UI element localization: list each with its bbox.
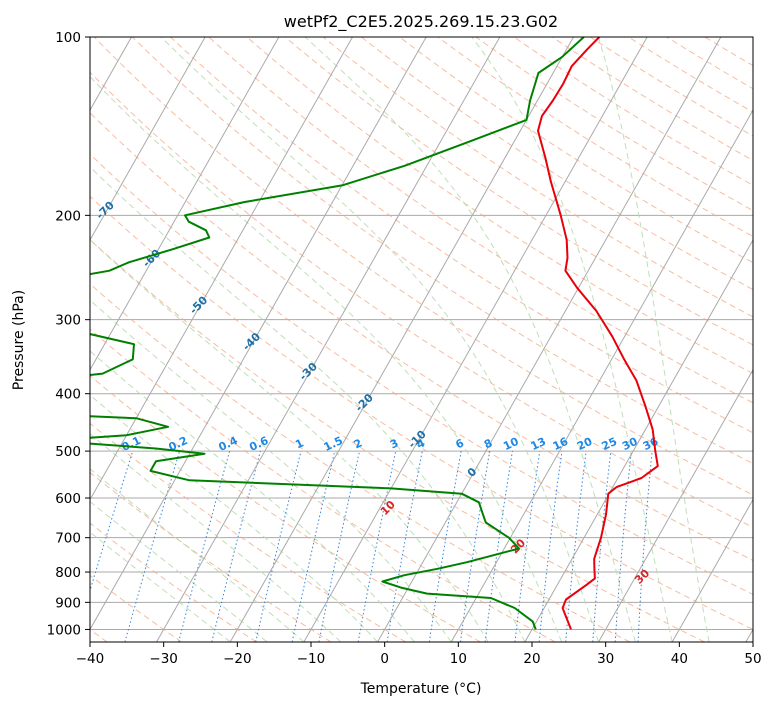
- isotherm: [90, 37, 280, 371]
- plot-area: 0.1 0.2 0.4 0.6 1 1.5 2 3 4 6 8 10 13 16 20 25 30 36-70-6…: [90, 37, 771, 642]
- dry-adiabat: [90, 574, 182, 642]
- mixing-ratio-line: [514, 451, 541, 642]
- moist-adiabat: [90, 394, 378, 642]
- y-tick-label: 500: [55, 444, 81, 460]
- mixing-ratio-line: [178, 450, 231, 642]
- y-tick-label: 600: [55, 491, 81, 507]
- mixing-ratio-line: [291, 450, 336, 642]
- y-tick-label: 1000: [47, 622, 81, 638]
- isotherm: [524, 238, 753, 642]
- isotherm: [90, 37, 353, 501]
- mixing-ratio-line: [565, 451, 587, 642]
- mixing-ratio-line: [538, 451, 563, 642]
- y-tick-label: 900: [55, 595, 81, 611]
- y-tick-label: 200: [55, 208, 81, 224]
- isotherm: [377, 37, 722, 642]
- dry-adiabat: [322, 37, 753, 318]
- dry-adiabat: [90, 195, 753, 630]
- x-tick-label: 40: [671, 651, 688, 667]
- mixing-ratio-label: 20: [575, 435, 595, 453]
- axes: −40 −30 −20 −10 0 10 20 30 40 50 100 200 300 400 500 60…: [47, 30, 762, 667]
- dry-adiabat: [90, 471, 332, 642]
- mixing-ratio-line: [255, 450, 302, 642]
- isotherm: [90, 37, 206, 241]
- isotherms: [90, 37, 753, 642]
- mixing-ratio-label: 25: [600, 435, 619, 453]
- x-tick-label: 50: [744, 651, 761, 667]
- x-tick-label: 30: [597, 651, 614, 667]
- y-tick-label: 800: [55, 565, 81, 581]
- x-tick-label: −30: [149, 651, 178, 667]
- isotherm: [450, 109, 753, 642]
- x-tick-label: −10: [297, 651, 326, 667]
- moist-adiabat: [90, 350, 415, 642]
- isotherm: [671, 498, 753, 642]
- x-tick-label: 0: [380, 651, 389, 667]
- isotherm: [156, 37, 501, 642]
- moist-adiabat: [160, 37, 599, 642]
- isotherm: [229, 37, 574, 642]
- mixing-ratio-label: 30: [620, 435, 640, 453]
- dry-adiabat: [90, 112, 753, 561]
- isotherm: [90, 37, 427, 631]
- moist-adiabat: [90, 76, 563, 642]
- mixing-ratio-line: [318, 451, 360, 642]
- y-axis-label: Pressure (hPa): [11, 290, 27, 390]
- mixing-ratio-line: [459, 451, 491, 642]
- moist-adiabat: [90, 299, 452, 642]
- moist-adiabat: [90, 433, 342, 642]
- y-tick-label: 400: [55, 387, 81, 403]
- moist-adiabat: [90, 166, 526, 642]
- y-tick-label: 700: [55, 531, 81, 547]
- mixing-ratio-line: [211, 450, 261, 642]
- dry-adiabats: [90, 37, 753, 642]
- dry-adiabat: [90, 374, 481, 642]
- dry-adiabat: [132, 37, 753, 465]
- x-tick-label: −40: [76, 651, 105, 667]
- x-tick-label: 20: [523, 651, 540, 667]
- dry-adiabat: [90, 328, 556, 642]
- dry-adiabat: [90, 71, 753, 528]
- moist-adiabat: [304, 37, 636, 642]
- dry-adiabat: [93, 37, 753, 496]
- temperature-profile: [537, 37, 659, 630]
- dewpoint-profile: [90, 37, 585, 630]
- y-tick-label: 100: [55, 30, 81, 46]
- isotherm: [598, 368, 753, 642]
- isotherm: [303, 37, 648, 642]
- mixing-ratio-label: 13: [529, 435, 548, 453]
- dry-adiabat: [90, 522, 257, 642]
- profiles: [90, 37, 659, 630]
- dry-adiabat: [170, 37, 753, 434]
- dry-adiabat: [90, 238, 705, 642]
- x-tick-label: 10: [450, 651, 467, 667]
- x-axis-label: Temperature (°C): [360, 681, 482, 697]
- chart-title: wetPf2_C2E5.2025.269.15.23.G02: [284, 12, 558, 32]
- mixing-ratio-label: 16: [551, 435, 571, 453]
- moist-adiabat: [471, 37, 673, 642]
- moist-adiabat: [597, 37, 710, 642]
- y-tick-label: 300: [55, 313, 81, 329]
- x-tick-label: −20: [223, 651, 252, 667]
- dry-adiabat: [284, 37, 753, 346]
- mixing-ratio-line: [614, 451, 632, 642]
- mixing-ratio-line: [484, 451, 513, 642]
- mixing-ratio-line: [592, 451, 612, 642]
- dry-adiabat: [90, 153, 753, 596]
- mixing-ratio-lines: [90, 450, 653, 642]
- dry-adiabat-label: 40: [751, 591, 771, 611]
- plot-frame: [89, 36, 754, 643]
- mixing-ratio-label: 10: [501, 435, 521, 453]
